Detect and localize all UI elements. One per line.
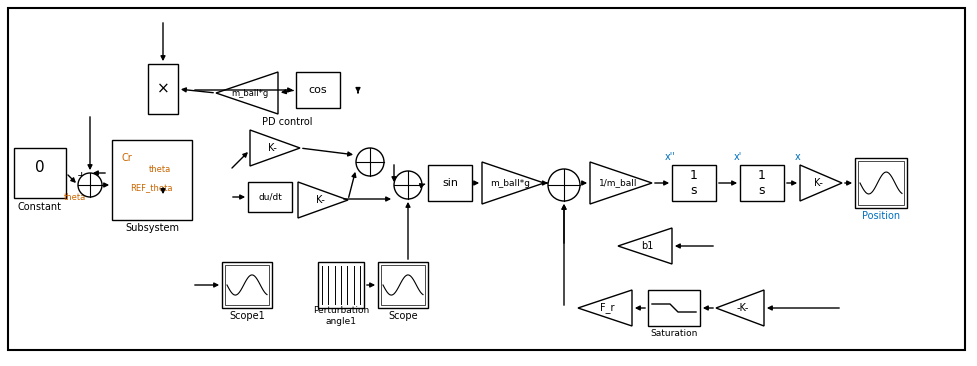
Bar: [222, 262, 272, 308]
Text: ×: ×: [156, 82, 169, 97]
Polygon shape: [250, 130, 300, 166]
Text: theta: theta: [64, 194, 86, 202]
Text: Perturbation
angle1: Perturbation angle1: [313, 306, 369, 326]
Text: m_ball*g: m_ball*g: [489, 179, 530, 187]
Text: −: −: [89, 188, 99, 198]
Text: m_ball*g: m_ball*g: [232, 89, 269, 97]
Text: Subsystem: Subsystem: [125, 223, 179, 233]
Text: x': x': [734, 152, 743, 162]
Polygon shape: [216, 72, 278, 114]
Bar: [648, 290, 700, 326]
Bar: [112, 140, 192, 220]
Bar: [858, 161, 904, 205]
Text: +: +: [550, 172, 558, 182]
Text: sin: sin: [442, 178, 458, 188]
Text: Scope1: Scope1: [230, 311, 265, 321]
Bar: [378, 262, 428, 308]
Bar: [318, 262, 364, 308]
Text: +: +: [395, 172, 403, 182]
Polygon shape: [716, 290, 764, 326]
Circle shape: [356, 148, 384, 176]
Text: 1
s: 1 s: [758, 169, 766, 197]
Text: 0: 0: [35, 161, 45, 176]
Text: cos: cos: [309, 85, 327, 95]
Bar: [225, 265, 269, 305]
Bar: [855, 158, 907, 208]
Text: F_r: F_r: [601, 303, 615, 313]
Text: Position: Position: [862, 211, 900, 221]
Text: Scope: Scope: [388, 311, 418, 321]
Polygon shape: [800, 165, 842, 201]
Text: K-: K-: [268, 143, 276, 153]
Bar: [672, 165, 716, 201]
Polygon shape: [578, 290, 632, 326]
Text: Saturation: Saturation: [651, 329, 698, 339]
Text: +: +: [76, 171, 86, 181]
Text: -K-: -K-: [737, 303, 748, 313]
Circle shape: [394, 171, 422, 199]
Text: +: +: [563, 190, 571, 200]
Circle shape: [78, 173, 102, 197]
Text: 1
s: 1 s: [690, 169, 698, 197]
Text: K-: K-: [317, 195, 325, 205]
Text: du/dt: du/dt: [258, 193, 282, 202]
Bar: [381, 265, 425, 305]
Text: K-: K-: [815, 178, 824, 188]
Text: 1/m_ball: 1/m_ball: [599, 179, 637, 187]
Text: +: +: [369, 165, 377, 175]
Text: theta: theta: [149, 165, 171, 175]
Text: x: x: [795, 152, 801, 162]
Bar: [428, 165, 472, 201]
Circle shape: [548, 169, 580, 201]
Polygon shape: [482, 162, 544, 204]
Polygon shape: [618, 228, 672, 264]
Bar: [740, 165, 784, 201]
Text: b1: b1: [642, 241, 654, 251]
Bar: [148, 64, 178, 114]
Text: REF_theta: REF_theta: [130, 183, 173, 193]
Polygon shape: [298, 182, 348, 218]
Text: PD control: PD control: [262, 117, 313, 127]
Text: Cr: Cr: [122, 153, 133, 163]
Text: x'': x'': [664, 152, 675, 162]
Bar: [14, 148, 66, 198]
Bar: [248, 182, 292, 212]
Polygon shape: [590, 162, 652, 204]
Bar: [296, 72, 340, 108]
Text: +: +: [407, 188, 415, 198]
Text: Constant: Constant: [18, 202, 62, 212]
Text: +: +: [357, 150, 365, 160]
